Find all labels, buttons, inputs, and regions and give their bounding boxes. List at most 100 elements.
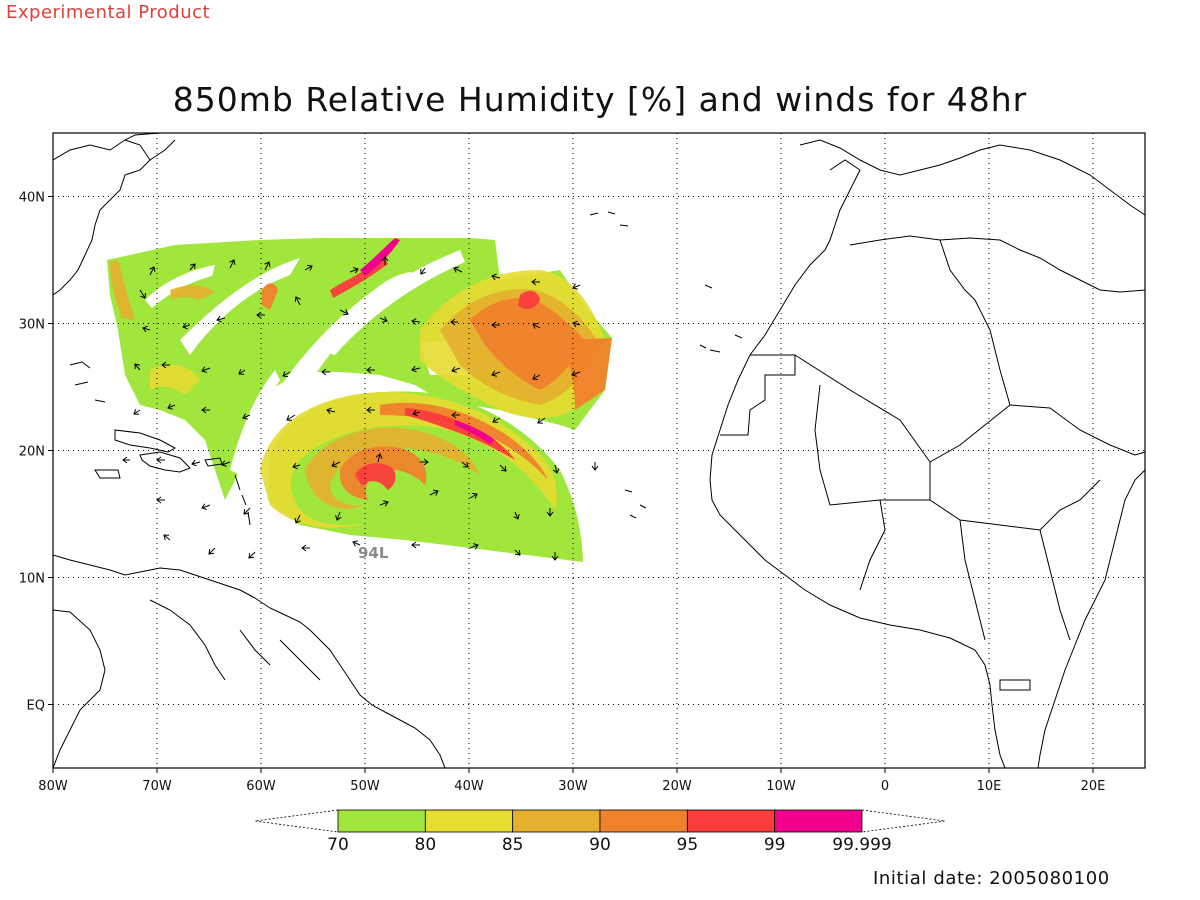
wind-arrow-shaft: [238, 369, 246, 375]
lon-tick-label: 10E: [977, 779, 1002, 794]
wind-arrow-shaft: [292, 464, 301, 468]
wind-arrow-head: [383, 500, 389, 507]
wind-arrow-shaft: [139, 289, 146, 299]
lon-tick-label: 60W: [246, 779, 276, 794]
wind-arrow-head: [156, 456, 162, 464]
colorbar-cell: [424, 809, 514, 833]
wind-arrow-shaft: [514, 511, 519, 520]
rh-band-90: [262, 283, 612, 500]
wind-arrow-head: [331, 461, 338, 468]
colorbar-label: 70: [327, 835, 349, 855]
colorbar-cell: [599, 809, 688, 833]
colorbar-cell: [686, 809, 776, 833]
map-title: 850mb Relative Humidity [%] and winds fo…: [172, 80, 1028, 119]
wind-arrow-shaft: [532, 374, 541, 380]
wind-arrow-shaft: [349, 268, 359, 273]
wind-arrow-shaft: [532, 323, 541, 329]
wind-arrow-head: [491, 370, 497, 377]
wind-arrow-head: [256, 311, 262, 319]
wind-arrow-head: [201, 366, 207, 373]
colorbar-label: 85: [502, 835, 524, 855]
wind-arrow-head: [546, 511, 554, 517]
wind-arrow-head: [229, 259, 236, 266]
wind-arrow-shaft: [572, 284, 581, 289]
wind-arrow-shaft: [133, 409, 141, 415]
wind-arrow-shaft: [514, 549, 521, 556]
wind-arrow-head: [142, 325, 148, 333]
wind-arrow-head: [282, 371, 289, 378]
colorbar-cell: [774, 809, 863, 833]
wind-arrow-head: [201, 406, 207, 414]
wind-arrow-head: [134, 363, 140, 370]
wind-arrow-shaft: [411, 367, 421, 371]
axis-ticks: 80W 70W 60W 50W 40W 30W 20W 10W 0 10E 20E 40N 30N 20N…: [19, 191, 1106, 795]
wind-arrow-shaft: [491, 275, 501, 279]
wind-arrow-shaft: [221, 461, 231, 466]
wind-arrow-head: [294, 296, 301, 303]
wind-arrow-head: [208, 548, 215, 555]
wind-arrow-head: [537, 418, 544, 424]
lon-tick-label: 40W: [454, 779, 484, 794]
wind-arrow-head: [491, 273, 497, 281]
wind-arrow-head: [264, 261, 271, 268]
lon-tick-label: 20W: [662, 779, 692, 794]
wind-arrow-head: [366, 366, 372, 374]
wind-arrow-shaft: [243, 507, 251, 515]
wind-arrow-shaft: [571, 371, 581, 376]
wind-arrow-head: [156, 496, 162, 504]
wind-arrow-head: [321, 368, 327, 376]
wind-arrow-head: [201, 503, 207, 510]
wind-arrow-shaft: [142, 327, 151, 331]
wind-arrow-head: [163, 534, 170, 540]
wind-arrow-shaft: [420, 267, 426, 275]
wind-arrow-head: [366, 406, 372, 414]
wind-arrow-head: [551, 555, 559, 561]
wind-arrow-head: [221, 460, 227, 467]
lon-tick-label: 0: [881, 779, 889, 794]
wind-arrow-shaft: [229, 259, 235, 269]
wind-arrow-shaft: [491, 371, 501, 376]
wind-arrow-shaft: [248, 551, 256, 559]
wind-arrow-shaft: [492, 417, 501, 423]
lat-tick-label: EQ: [27, 699, 45, 714]
wind-arrow-shaft: [134, 363, 141, 371]
wind-arrow-shaft: [537, 417, 546, 424]
colorbar-label: 95: [677, 835, 699, 855]
wind-arrow-head: [243, 508, 250, 515]
coastlines: [53, 133, 1145, 768]
wind-arrow-shaft: [208, 547, 216, 555]
wind-arrow-shaft: [295, 296, 301, 306]
rh-band-99: [360, 238, 495, 444]
lon-tick-label: 20E: [1081, 779, 1106, 794]
wind-arrow-head: [423, 458, 429, 466]
wind-arrow-head: [473, 543, 479, 550]
wind-arrow-head: [432, 489, 439, 496]
wind-arrow-head: [326, 407, 332, 415]
lat-tick-label: 10N: [19, 572, 45, 587]
wind-arrow-head: [191, 459, 197, 467]
wind-arrow-head: [167, 403, 173, 410]
wind-arrow-head: [133, 409, 140, 415]
wind-arrow-head: [353, 267, 359, 274]
lat-lon-grid: [53, 133, 1145, 768]
wind-arrow-head: [514, 549, 521, 556]
wind-arrow-head: [453, 266, 460, 273]
wind-arrow-head: [238, 369, 245, 375]
wind-arrow-shaft: [201, 367, 211, 372]
colorbar-label: 90: [589, 835, 611, 855]
colorbar-left-extension: [254, 809, 339, 833]
wind-arrow-head: [335, 515, 342, 521]
wind-arrow-shaft: [451, 367, 461, 372]
wind-arrow-shaft: [191, 461, 201, 465]
wind-arrow-head: [306, 264, 313, 271]
wind-arrow-head: [286, 415, 293, 421]
wind-arrow-head: [591, 465, 599, 471]
wind-arrow-shaft: [377, 453, 381, 463]
wind-arrow-head: [140, 292, 146, 299]
wind-vectors: [122, 256, 599, 561]
wind-arrow-head: [411, 541, 417, 549]
wind-arrow-shaft: [167, 404, 176, 409]
wind-arrow-head: [491, 321, 497, 329]
wind-arrow-head: [451, 411, 457, 419]
